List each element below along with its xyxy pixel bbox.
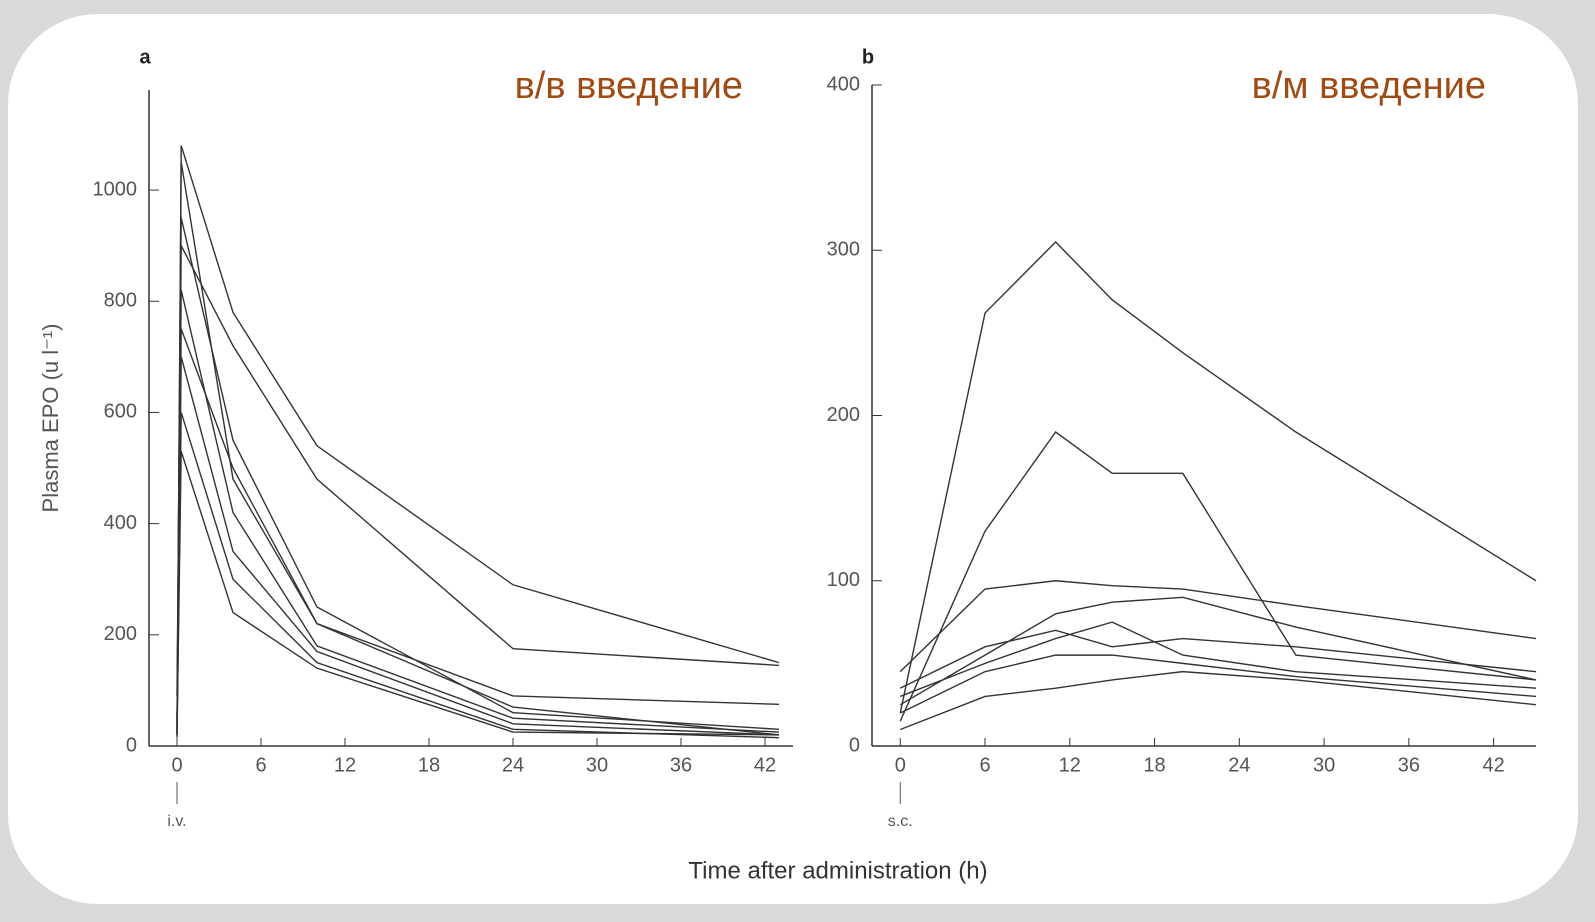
data-line [899, 654, 1537, 714]
frame [8, 14, 1578, 904]
data-line [176, 328, 780, 719]
data-line [899, 580, 1537, 673]
panel-label: a [139, 46, 151, 68]
y-axis-title: Plasma EPO (u l⁻¹) [38, 324, 63, 513]
data-line [900, 670, 1537, 731]
data-line [899, 431, 1537, 722]
y-tick-label: 0 [849, 734, 860, 756]
x-tick-label: 18 [418, 754, 440, 776]
annotation: в/в введение [515, 65, 743, 107]
x-tick-label: 30 [586, 754, 608, 776]
x-tick-label: 42 [1482, 754, 1504, 776]
x-tick-label: 36 [670, 754, 692, 776]
dose-label: s.c. [888, 813, 913, 830]
y-tick-label: 0 [126, 734, 137, 756]
data-line [899, 596, 1537, 706]
y-tick-label: 200 [104, 623, 137, 645]
data-line [176, 451, 780, 736]
x-axis-title: Time after administration (h) [688, 857, 987, 884]
panel-label: b [862, 46, 874, 68]
x-tick-label: 30 [1313, 754, 1335, 776]
y-tick-label: 400 [104, 512, 137, 534]
data-line [176, 217, 780, 731]
x-tick-label: 0 [895, 754, 906, 776]
x-tick-label: 6 [979, 754, 990, 776]
y-tick-label: 100 [827, 569, 860, 591]
y-tick-label: 600 [104, 401, 137, 423]
y-tick-label: 1000 [93, 178, 138, 200]
x-tick-label: 0 [171, 754, 182, 776]
x-tick-label: 24 [1228, 754, 1250, 776]
y-tick-label: 800 [104, 290, 137, 312]
data-line [900, 621, 1537, 698]
dose-label: i.v. [167, 813, 186, 830]
y-tick-label: 200 [827, 404, 860, 426]
data-line [899, 240, 1537, 714]
y-tick-label: 300 [827, 239, 860, 261]
x-tick-label: 18 [1143, 754, 1165, 776]
x-tick-label: 12 [1059, 754, 1081, 776]
x-tick-label: 24 [502, 754, 524, 776]
annotation: в/м введение [1252, 65, 1486, 107]
x-tick-label: 12 [334, 754, 356, 776]
x-tick-label: 36 [1398, 754, 1420, 776]
y-tick-label: 400 [827, 73, 860, 95]
x-tick-label: 42 [754, 754, 776, 776]
data-line [899, 629, 1537, 689]
x-tick-label: 6 [255, 754, 266, 776]
